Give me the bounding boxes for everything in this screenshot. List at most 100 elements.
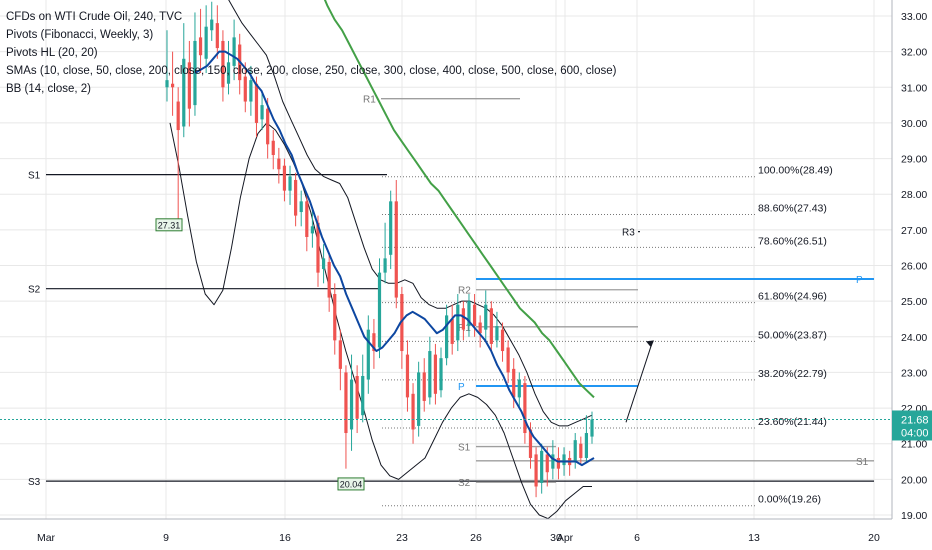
price-tick-label: 25.00 xyxy=(901,296,927,308)
candle-body xyxy=(523,383,527,434)
moving-averages xyxy=(194,0,595,467)
candle-body xyxy=(254,83,259,123)
candle-body xyxy=(338,340,342,369)
candle-body xyxy=(422,372,426,401)
legend-bb[interactable]: BB (14, close, 2) xyxy=(6,83,92,95)
candle-body xyxy=(445,315,449,359)
candle-body xyxy=(198,37,203,56)
candle-body xyxy=(226,62,231,84)
pivot-label: R3 xyxy=(622,228,635,239)
bb-upper-band xyxy=(228,0,593,427)
annotations: 27.31 20.04 xyxy=(0,218,892,491)
candle-body xyxy=(321,258,326,270)
candle-body xyxy=(355,375,359,419)
fib-level-label: 78.60%(26.51) xyxy=(758,235,827,247)
candle-body xyxy=(562,454,566,466)
pivot-label: P xyxy=(856,275,863,286)
candle-body xyxy=(361,375,365,416)
candle-body xyxy=(182,58,186,127)
price-axis-bg xyxy=(892,0,932,550)
time-tick-label: 20 xyxy=(868,532,880,544)
candle-body xyxy=(556,457,561,469)
candle-body xyxy=(512,368,516,398)
candle-body xyxy=(433,354,438,394)
fib-level-label: 61.80%(24.96) xyxy=(758,291,827,303)
fib-level-label: 88.60%(27.43) xyxy=(758,203,827,215)
candle-body xyxy=(400,294,404,352)
price-tick-label: 32.00 xyxy=(901,47,927,59)
candle-body xyxy=(467,301,471,327)
candle-body xyxy=(584,433,589,458)
legend-smas[interactable]: SMAs (10, close, 50, close, 200, close, … xyxy=(6,65,617,77)
price-axis[interactable]: 33.00 32.00 31.00 30.00 29.00 28.00 27.00 26.00… xyxy=(891,0,932,550)
price-tick-label: 20.00 xyxy=(901,474,927,486)
candle-body xyxy=(573,440,577,462)
candle-body xyxy=(456,304,460,341)
chart-legend: CFDs on WTI Crude Oil, 240, TVC Pivots (… xyxy=(6,8,616,98)
legend-pivots-fib[interactable]: Pivots (Fibonacci, Weekly, 3) xyxy=(6,29,154,41)
pivot-lines: S1S2S3R1R3R2R1PPS1S1S2 xyxy=(28,95,874,489)
legend-pivots-hl[interactable]: Pivots HL (20, 20) xyxy=(6,47,98,59)
pivot-label: R1 xyxy=(363,95,376,106)
candle-body xyxy=(277,158,281,170)
candle-body xyxy=(349,379,354,430)
candle-body xyxy=(389,201,393,255)
time-tick-label: Apr xyxy=(557,532,574,544)
pivot-label: P xyxy=(458,382,465,393)
candle-body xyxy=(478,322,482,334)
candle-body xyxy=(528,429,533,458)
fib-level-label: 0.00%(19.26) xyxy=(758,494,821,506)
candle-body xyxy=(545,454,549,473)
candle-body xyxy=(484,304,488,330)
price-tick-label: 33.00 xyxy=(901,11,927,23)
candle-body xyxy=(551,454,555,469)
time-tick-label: 26 xyxy=(470,532,482,544)
candle-body xyxy=(170,83,175,88)
candle-body xyxy=(260,105,264,120)
candle-body xyxy=(405,354,410,398)
candle-body xyxy=(204,26,208,59)
time-tick-label: 6 xyxy=(634,532,640,544)
candle-body xyxy=(489,308,493,344)
candle-body xyxy=(232,37,236,66)
time-tick-label: 23 xyxy=(396,532,408,544)
candle-body xyxy=(187,62,191,109)
time-axis-bg xyxy=(0,519,932,550)
legend-symbol[interactable]: CFDs on WTI Crude Oil, 240, TVC xyxy=(6,11,183,23)
candle-body xyxy=(506,347,510,373)
price-tick-label: 28.00 xyxy=(901,189,927,201)
candle-body xyxy=(176,101,180,131)
time-tick-label: Mar xyxy=(37,532,56,544)
candle-body xyxy=(417,372,421,426)
candle-body xyxy=(439,358,443,391)
candle-body xyxy=(215,23,219,49)
candle-body xyxy=(500,329,505,352)
candle-body xyxy=(344,372,348,434)
pivot-label: S3 xyxy=(28,477,41,488)
candle-body xyxy=(590,419,594,437)
candle-body xyxy=(282,165,287,191)
pivot-label: R2 xyxy=(458,286,471,297)
candle-body xyxy=(243,76,247,102)
price-tick-label: 21.00 xyxy=(901,439,927,451)
price-tick-label: 23.00 xyxy=(901,367,927,379)
last-price-badge xyxy=(892,410,932,441)
time-tick-label: 13 xyxy=(748,532,760,544)
candle-body xyxy=(517,379,521,398)
candles xyxy=(165,1,594,498)
candle-body xyxy=(450,318,454,344)
candle-body xyxy=(461,308,465,330)
grid xyxy=(0,0,892,519)
candle-body xyxy=(366,329,370,380)
pivot-label: S2 xyxy=(28,285,41,296)
price-marker-box xyxy=(337,477,365,491)
candle-body xyxy=(540,450,544,483)
fibonacci-retracement[interactable]: 100.00%(28.49) 88.60%(27.43) 78.60%(26.51)… xyxy=(382,165,833,507)
candle-body xyxy=(377,272,382,348)
candle-body xyxy=(316,222,320,273)
price-marker-box xyxy=(155,218,183,232)
candle-body xyxy=(310,226,314,234)
time-tick-label: 16 xyxy=(279,532,291,544)
